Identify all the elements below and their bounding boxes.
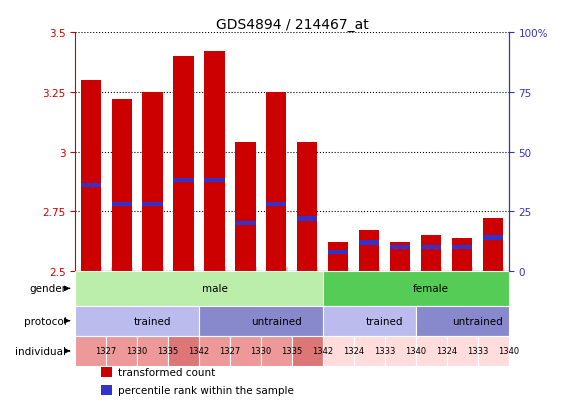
Bar <box>328 243 349 271</box>
Text: untrained: untrained <box>453 316 503 326</box>
Bar <box>112 100 132 271</box>
Bar <box>235 142 255 271</box>
Text: 1335: 1335 <box>157 347 179 356</box>
Bar <box>421 236 441 271</box>
Bar <box>452 238 472 271</box>
Bar <box>266 93 287 271</box>
Bar <box>199 306 323 336</box>
Bar <box>205 179 224 183</box>
Bar <box>75 271 323 306</box>
Bar <box>261 336 292 366</box>
Bar <box>416 336 447 366</box>
Bar <box>80 183 101 188</box>
Bar <box>416 306 509 336</box>
Text: female: female <box>413 284 449 294</box>
Bar <box>477 336 509 366</box>
Bar <box>483 219 503 271</box>
Bar <box>452 245 472 250</box>
Bar <box>199 336 230 366</box>
Bar <box>483 236 503 240</box>
Text: 1342: 1342 <box>188 347 210 356</box>
Bar <box>385 336 416 366</box>
Bar <box>266 202 287 207</box>
Bar <box>143 93 162 271</box>
Text: 1340: 1340 <box>405 347 427 356</box>
Bar <box>112 202 132 207</box>
Bar <box>230 336 261 366</box>
Text: 1327: 1327 <box>219 347 240 356</box>
Bar <box>235 222 255 226</box>
Bar <box>292 336 323 366</box>
Bar <box>354 336 385 366</box>
Bar <box>173 57 194 271</box>
Bar <box>106 336 137 366</box>
Text: 1333: 1333 <box>374 347 395 356</box>
Bar <box>75 306 199 336</box>
Text: individual: individual <box>16 346 66 356</box>
Bar <box>323 271 509 306</box>
Bar <box>168 336 199 366</box>
Bar <box>205 52 224 271</box>
Text: 1330: 1330 <box>250 347 272 356</box>
Text: 1324: 1324 <box>436 347 457 356</box>
Bar <box>173 179 194 183</box>
Text: gender: gender <box>29 284 66 294</box>
Bar <box>143 202 162 207</box>
Bar <box>323 336 354 366</box>
Text: 1340: 1340 <box>498 347 519 356</box>
Text: protocol: protocol <box>24 316 66 326</box>
Bar <box>360 231 379 271</box>
Text: trained: trained <box>366 316 403 326</box>
Text: male: male <box>202 284 227 294</box>
Bar <box>390 245 410 250</box>
Bar <box>323 306 416 336</box>
Text: 1335: 1335 <box>281 347 302 356</box>
Bar <box>390 243 410 271</box>
Bar <box>75 336 106 366</box>
Bar <box>360 241 379 245</box>
Text: 1330: 1330 <box>127 347 148 356</box>
Text: 1324: 1324 <box>343 347 364 356</box>
Bar <box>328 250 349 254</box>
Text: 1333: 1333 <box>467 347 488 356</box>
Text: untrained: untrained <box>251 316 302 326</box>
Bar <box>297 142 317 271</box>
Bar <box>447 336 477 366</box>
Bar <box>101 368 112 377</box>
Bar <box>101 385 112 395</box>
Text: 1342: 1342 <box>312 347 334 356</box>
Bar <box>421 245 441 250</box>
Bar <box>297 217 317 221</box>
Text: 1327: 1327 <box>95 347 117 356</box>
Title: GDS4894 / 214467_at: GDS4894 / 214467_at <box>216 18 368 32</box>
Text: trained: trained <box>134 316 171 326</box>
Bar <box>80 81 101 271</box>
Bar <box>137 336 168 366</box>
Text: transformed count: transformed count <box>118 367 216 377</box>
Text: percentile rank within the sample: percentile rank within the sample <box>118 385 294 395</box>
